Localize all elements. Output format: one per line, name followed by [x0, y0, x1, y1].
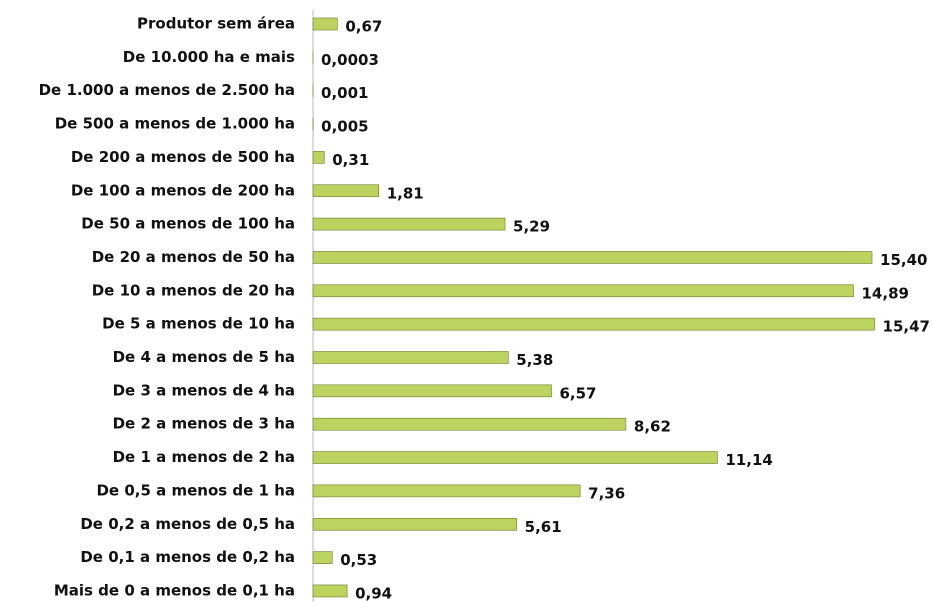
- value-label: 0,31: [332, 151, 369, 169]
- value-label: 0,94: [355, 584, 392, 602]
- category-label: De 1.000 a menos de 2.500 ha: [39, 81, 295, 99]
- category-label: Produtor sem área: [137, 15, 295, 33]
- value-label: 5,38: [516, 351, 553, 369]
- value-label: 14,89: [862, 284, 909, 302]
- category-label: De 4 a menos de 5 ha: [113, 348, 295, 366]
- bar: [312, 551, 333, 564]
- bar: [312, 417, 627, 431]
- value-label: 1,81: [387, 184, 424, 202]
- bar: [312, 151, 325, 164]
- value-label: 0,005: [321, 118, 368, 136]
- category-label: De 10 a menos de 20 ha: [92, 281, 295, 299]
- value-label: 0,67: [345, 18, 382, 36]
- category-label: De 100 a menos de 200 ha: [71, 181, 295, 199]
- value-label: 5,61: [525, 518, 562, 536]
- bar: [312, 317, 875, 331]
- value-label: 11,14: [725, 451, 772, 469]
- bar: [312, 384, 552, 398]
- value-label: 0,53: [340, 551, 377, 569]
- category-label: De 3 a menos de 4 ha: [113, 381, 295, 399]
- category-label: De 10.000 ha e mais: [123, 48, 295, 66]
- category-label: De 500 a menos de 1.000 ha: [55, 115, 295, 133]
- value-label: 0,001: [321, 84, 368, 102]
- bar: [312, 217, 506, 231]
- category-label: De 20 a menos de 50 ha: [92, 248, 295, 266]
- bar: [312, 251, 873, 264]
- category-label: De 0,1 a menos de 0,2 ha: [80, 548, 295, 566]
- category-label: Mais de 0 a menos de 0,1 ha: [54, 581, 295, 599]
- category-label: De 0,2 a menos de 0,5 ha: [80, 515, 295, 533]
- category-label: De 2 a menos de 3 ha: [113, 415, 295, 433]
- category-label: De 200 a menos de 500 ha: [71, 148, 295, 166]
- bar: [312, 451, 718, 464]
- value-label: 8,62: [634, 418, 671, 436]
- category-label: De 0,5 a menos de 1 ha: [96, 481, 295, 499]
- value-label: 5,29: [513, 218, 550, 236]
- bar: [312, 184, 380, 198]
- category-label: De 50 a menos de 100 ha: [81, 215, 295, 233]
- bar: [312, 584, 348, 598]
- value-label: 15,47: [883, 318, 930, 336]
- value-label: 7,36: [588, 484, 625, 502]
- bar: [312, 284, 854, 298]
- category-label: De 5 a menos de 10 ha: [102, 315, 295, 333]
- bar: [312, 484, 581, 498]
- value-label: 0,0003: [321, 51, 379, 69]
- category-label: De 1 a menos de 2 ha: [113, 448, 295, 466]
- value-label: 15,40: [880, 251, 927, 269]
- bar: [312, 17, 338, 31]
- bar: [312, 351, 509, 364]
- value-label: 6,57: [559, 384, 596, 402]
- bar: [312, 517, 517, 531]
